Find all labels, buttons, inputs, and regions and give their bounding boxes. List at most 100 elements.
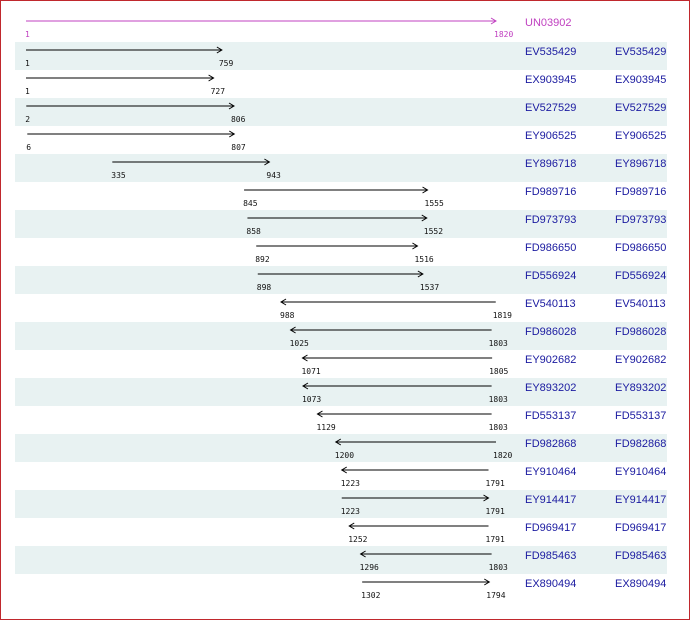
alignment-arrow <box>27 130 236 138</box>
accession-link[interactable]: EX890494 <box>525 578 577 590</box>
accession-detail-link[interactable]: FD989716 <box>615 186 667 198</box>
alignment-arrow <box>301 354 493 362</box>
accession-detail-link[interactable]: FD986650 <box>615 242 667 254</box>
alignment-arrow-head <box>264 158 271 166</box>
accession-link[interactable]: FD982868 <box>525 438 577 450</box>
alignment-arrow-head <box>359 550 366 558</box>
accession-detail-link[interactable]: EX903945 <box>615 74 667 86</box>
accession-link[interactable]: FD986650 <box>525 242 577 254</box>
alignment-start-label: 1223 <box>340 479 360 488</box>
alignment-arrow <box>340 466 489 474</box>
alignment-row: 6 807 EY906525 EY906525 <box>15 126 667 154</box>
accession-detail-link[interactable]: FD556924 <box>615 270 667 282</box>
alignment-arrow <box>289 326 492 334</box>
accession-detail-link[interactable]: EV540113 <box>615 298 666 310</box>
alignment-row: 988 1819 EV540113 EV540113 <box>15 294 667 322</box>
alignment-arrow-head <box>348 522 355 530</box>
alignment-arrow <box>256 242 419 250</box>
accession-link[interactable]: EY906525 <box>525 130 577 142</box>
alignment-arrow-head <box>422 186 429 194</box>
accession-link[interactable]: FD986028 <box>525 326 577 338</box>
accession-link[interactable]: EV535429 <box>525 46 577 58</box>
accession-link[interactable]: FD553137 <box>525 410 577 422</box>
alignment-end-label: 806 <box>230 115 246 124</box>
accession-detail-link[interactable]: EV527529 <box>615 102 667 114</box>
accession-detail-link[interactable]: FD969417 <box>615 522 667 534</box>
alignment-row: 1073 1803 EY893202 EY893202 <box>15 378 667 406</box>
alignment-start-label: 1296 <box>359 563 379 572</box>
alignment-row: 2 806 EV527529 EV527529 <box>15 98 667 126</box>
alignment-arrow <box>362 578 491 586</box>
alignment-arrow-head <box>208 74 215 82</box>
accession-detail-link[interactable]: FD553137 <box>615 410 667 422</box>
accession-link[interactable]: EY893202 <box>525 382 577 394</box>
reference-name: UN03902 <box>525 17 572 29</box>
reference-arrow-shape-head <box>490 17 497 25</box>
accession-link[interactable]: FD556924 <box>525 270 577 282</box>
alignment-start-label: 898 <box>256 283 272 292</box>
alignment-track <box>244 186 429 194</box>
alignment-track <box>362 578 491 586</box>
accession-link[interactable]: EY896718 <box>525 158 577 170</box>
alignment-arrow-head <box>417 270 424 278</box>
accession-detail-link[interactable]: EY914417 <box>615 494 667 506</box>
alignment-row: 1252 1791 FD969417 FD969417 <box>15 518 667 546</box>
alignment-end-label: 1794 <box>486 591 506 600</box>
accession-link[interactable]: FD969417 <box>525 522 577 534</box>
alignment-arrow <box>112 158 271 166</box>
alignment-start-label: 2 <box>25 115 31 124</box>
accession-detail-link[interactable]: FD982868 <box>615 438 667 450</box>
alignment-arrow-head <box>301 354 308 362</box>
alignment-track <box>348 522 489 530</box>
alignment-row: 1223 1791 EY914417 EY914417 <box>15 490 667 518</box>
alignment-start-label: 988 <box>280 311 295 320</box>
alignment-arrow <box>26 74 215 82</box>
accession-detail-link[interactable]: EX890494 <box>615 578 667 590</box>
alignment-arrow <box>257 270 424 278</box>
accession-detail-link[interactable]: EV535429 <box>615 46 667 58</box>
accession-link[interactable]: FD985463 <box>525 550 577 562</box>
accession-link[interactable]: EY914417 <box>525 494 577 506</box>
alignment-row: 1 759 EV535429 EV535429 <box>15 42 667 70</box>
accession-link[interactable]: EY902682 <box>525 354 577 366</box>
alignment-end-label: 943 <box>266 171 281 180</box>
alignment-track <box>247 214 428 222</box>
alignment-row: 1 727 EX903945 EX903945 <box>15 70 667 98</box>
alignment-row: 898 1537 FD556924 FD556924 <box>15 266 667 294</box>
accession-link[interactable]: EX903945 <box>525 74 577 86</box>
accession-detail-link[interactable]: FD985463 <box>615 550 667 562</box>
reference-end-label: 1820 <box>494 30 514 39</box>
alignment-end-label: 1805 <box>489 367 509 376</box>
accession-detail-link[interactable]: EY902682 <box>615 354 667 366</box>
reference-start-label: 1 <box>25 30 30 39</box>
accession-link[interactable]: FD989716 <box>525 186 577 198</box>
accession-link[interactable]: FD973793 <box>525 214 577 226</box>
alignment-end-label: 727 <box>210 87 226 96</box>
alignment-end-label: 1803 <box>488 395 508 404</box>
alignment-row: 845 1555 FD989716 FD989716 <box>15 182 667 210</box>
alignment-arrow <box>244 186 429 194</box>
reference-arrow-shape <box>26 17 497 25</box>
alignment-start-label: 1025 <box>289 339 309 348</box>
alignment-start-label: 1129 <box>316 423 336 432</box>
accession-link[interactable]: EY910464 <box>525 466 577 478</box>
accession-detail-link[interactable]: FD986028 <box>615 326 667 338</box>
alignment-start-label: 1 <box>25 87 30 96</box>
alignment-row: 1302 1794 EX890494 EX890494 <box>15 574 667 602</box>
alignment-arrow-head <box>340 466 348 474</box>
alignment-track <box>26 102 235 110</box>
accession-detail-link[interactable]: EY893202 <box>615 382 667 394</box>
accession-link[interactable]: EV540113 <box>525 298 576 310</box>
accession-detail-link[interactable]: FD973793 <box>615 214 667 226</box>
alignment-track <box>302 382 492 390</box>
accession-detail-link[interactable]: EY896718 <box>615 158 667 170</box>
alignment-track <box>26 46 223 54</box>
alignment-start-label: 1252 <box>348 535 368 544</box>
accession-detail-link[interactable]: EY910464 <box>615 466 667 478</box>
accession-link[interactable]: EV527529 <box>525 102 577 114</box>
alignment-end-label: 1820 <box>493 451 513 460</box>
accession-detail-link[interactable]: EY906525 <box>615 130 667 142</box>
alignment-arrow-head <box>302 382 309 390</box>
alignment-row: 335 943 EY896718 EY896718 <box>15 154 667 182</box>
alignment-arrow-head <box>280 298 287 306</box>
